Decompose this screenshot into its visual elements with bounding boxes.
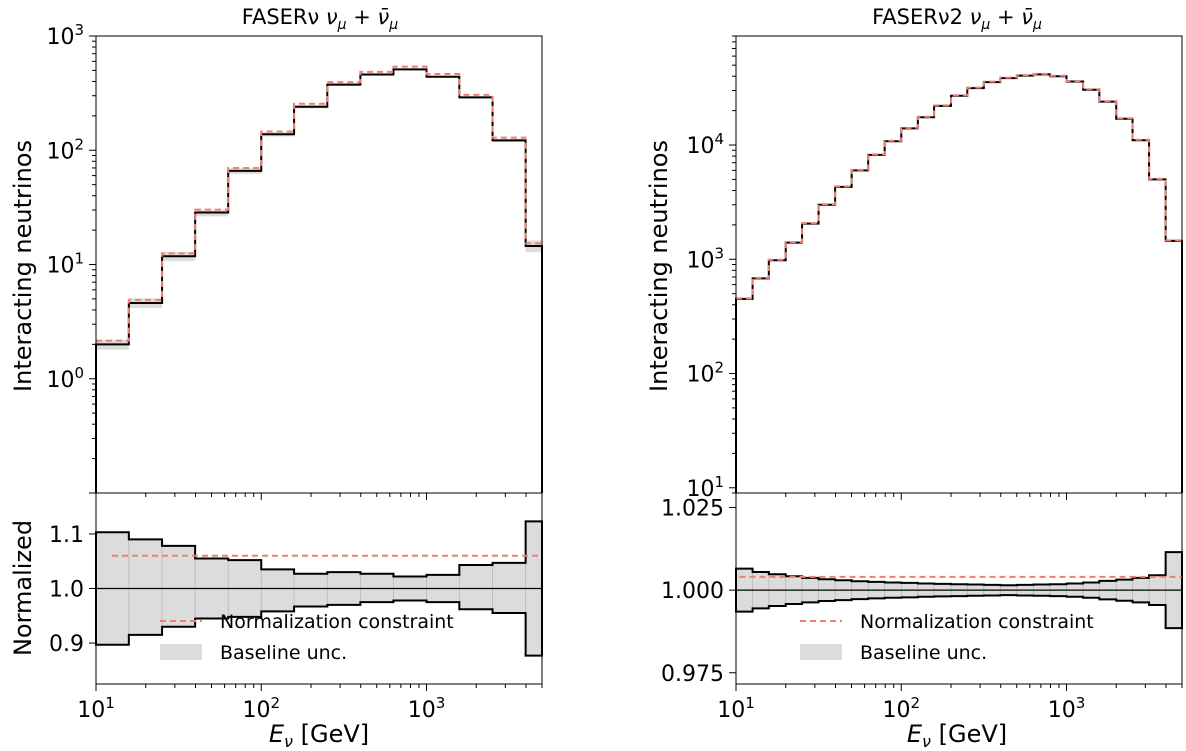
right-chart: FASERν2 νμ + ν̄μ Interacting neutrinos 1…: [645, 5, 1183, 751]
right-lower-frame: [735, 492, 1183, 685]
left-upper-y-tick-label: 100: [46, 364, 84, 393]
left-lower-y-tick-label: 1.0: [49, 578, 84, 603]
right-lower-y-tick-label: 0.975: [661, 662, 724, 687]
left-legend-band-swatch: [160, 644, 202, 660]
right-upper-nominal-line: [735, 73, 1183, 493]
left-lower-plot: 0.9 1.0 1.1 101 102 103: [49, 492, 543, 723]
left-lower-y-tick-label: 0.9: [49, 632, 84, 657]
right-upper-constraint-line: [736, 72, 1182, 300]
left-legend: Normalization constraint Baseline unc.: [160, 611, 454, 664]
right-lower-x-tick-label: 102: [882, 694, 920, 723]
left-chart: FASERν νμ + ν̄μ Interacting neutrinos 10…: [9, 5, 543, 751]
left-upper-uncertainty-band: [96, 68, 542, 350]
left-lower-y-tick-label: 1.1: [49, 523, 84, 548]
right-legend-band-swatch: [800, 644, 842, 660]
left-lower-x-tick-label: 101: [77, 694, 115, 723]
left-lower-band-lower-edge: [95, 588, 543, 657]
left-upper-ylabel: Interacting neutrinos: [9, 140, 37, 392]
left-legend-band-label: Baseline unc.: [220, 642, 347, 664]
right-lower-x-tick-label: 103: [1048, 694, 1086, 723]
right-upper-ylabel: Interacting neutrinos: [645, 140, 673, 392]
right-legend-constraint-label: Normalization constraint: [860, 611, 1094, 633]
right-legend-band-label: Baseline unc.: [860, 642, 987, 664]
right-xlabel: Eν [GeV]: [907, 720, 1007, 751]
right-lower-x-tick-label: 101: [717, 694, 755, 723]
left-legend-constraint-label: Normalization constraint: [220, 611, 454, 633]
left-upper-plot: 100 101 102 103: [46, 21, 543, 500]
left-xlabel: Eν [GeV]: [269, 720, 369, 751]
right-upper-frame: [735, 35, 1183, 494]
left-upper-y-tick-label: 102: [46, 135, 84, 164]
right-upper-y-tick-label: 102: [686, 359, 724, 388]
right-upper-uncertainty-band: [736, 73, 1182, 301]
left-upper-constraint-line: [96, 65, 542, 342]
left-upper-y-tick-label: 103: [46, 21, 84, 50]
right-legend: Normalization constraint Baseline unc.: [800, 611, 1094, 664]
right-lower-plot: 0.975 1.000 1.025 101 102 103: [661, 492, 1183, 723]
left-lower-x-tick-label: 102: [242, 694, 280, 723]
right-upper-y-tick-label: 103: [686, 244, 724, 273]
right-lower-band-lower-edge: [735, 590, 1183, 630]
left-lower-band-upper-edge: [95, 520, 543, 589]
right-upper-y-tick-label: 104: [686, 130, 724, 159]
right-upper-plot: 101 102 103 104: [686, 35, 1183, 502]
left-lower-x-tick-label: 103: [408, 694, 446, 723]
right-upper-y-tick-label: 101: [686, 473, 724, 502]
left-chart-title: FASERν νμ + ν̄μ: [242, 5, 398, 33]
right-chart-title: FASERν2 νμ + ν̄μ: [872, 5, 1042, 33]
right-lower-y-tick-label: 1.025: [661, 497, 724, 522]
left-lower-ylabel: Normalized: [9, 520, 37, 656]
right-lower-y-tick-label: 1.000: [661, 579, 724, 604]
left-upper-y-tick-label: 101: [46, 250, 84, 279]
